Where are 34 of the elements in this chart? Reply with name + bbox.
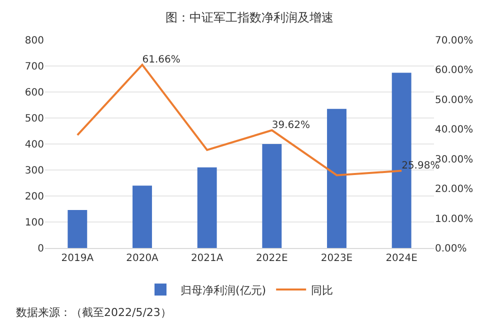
data-label: 39.62% — [272, 120, 310, 131]
bar — [327, 108, 346, 248]
legend-label: 归母净利润(亿元) — [180, 284, 266, 297]
y2-tick-label: 0.00% — [435, 244, 467, 254]
line-series — [76, 64, 403, 176]
y2-tick-label: 50.00% — [435, 94, 474, 106]
y-tick-label: 500 — [24, 114, 44, 124]
y-tick-label: 200 — [24, 192, 44, 202]
bar — [68, 210, 88, 248]
y2-tick-label: 10.00% — [435, 214, 474, 225]
x-tick-label: 2022E — [256, 253, 288, 264]
x-tick-label: 2021A — [190, 253, 224, 264]
y-tick-label: 100 — [24, 218, 44, 228]
bar — [132, 186, 152, 248]
y-tick-label: 300 — [24, 166, 44, 176]
y-tick-label: 800 — [24, 36, 44, 46]
y-tick-label: 700 — [24, 62, 44, 72]
source-note: 数据来源：（截至2022/5/23） — [16, 306, 172, 319]
y2-tick-label: 70.00% — [435, 36, 474, 46]
y-tick-label: 0 — [38, 244, 44, 254]
chart-title: 图：中证军工指数净利润及增速 — [166, 10, 334, 25]
x-tick-label: 2024E — [386, 253, 418, 264]
x-tick-label: 2019A — [61, 253, 94, 264]
y-tick-label: 600 — [24, 88, 44, 98]
y2-tick-label: 40.00% — [435, 124, 474, 136]
bar — [197, 167, 217, 248]
data-label: 61.66% — [142, 54, 180, 66]
y2-tick-label: 60.00% — [435, 65, 474, 76]
y-tick-label: 400 — [24, 140, 44, 150]
y2-tick-label: 20.00% — [435, 184, 474, 196]
x-tick-label: 2020A — [126, 253, 159, 264]
x-tick-label: 2023E — [320, 253, 353, 264]
bar — [262, 144, 282, 248]
legend-label: 同比 — [311, 284, 334, 297]
